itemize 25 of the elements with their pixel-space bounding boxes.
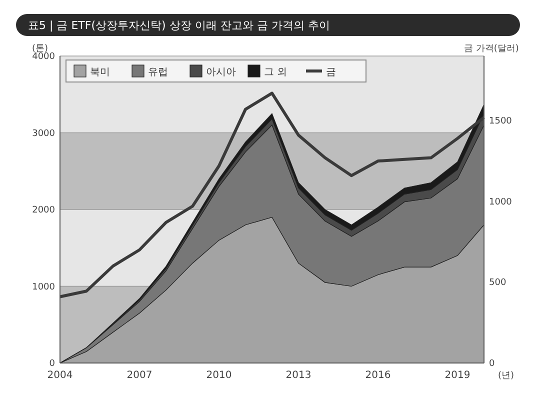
- y2-tick-label: 1500: [489, 116, 512, 127]
- x-axis-title: (년): [498, 371, 514, 381]
- line-series: [58, 92, 486, 298]
- legend-label: 아시아: [206, 67, 236, 78]
- y-tick-label: 0: [49, 359, 56, 369]
- x-tick-label: 2010: [206, 370, 232, 381]
- x-tick-label: 2019: [444, 370, 470, 381]
- y2-axis-title: 금 가격(달러): [464, 44, 519, 54]
- y-axis-title: (톤): [32, 44, 48, 54]
- legend-label: 금: [326, 67, 336, 78]
- y2-tick-label: 0: [489, 359, 495, 369]
- x-tick-label: 2004: [47, 370, 73, 381]
- y2-tick-label: 1000: [489, 197, 512, 208]
- legend-label: 북미: [90, 67, 110, 78]
- y-tick-label: 4000: [32, 52, 56, 62]
- y2-tick-label: 500: [489, 278, 506, 288]
- chart-title: 표5 | 금 ETF(상장투자신탁) 상장 이래 잔고와 금 가격의 추이: [28, 19, 330, 32]
- x-tick-label: 2007: [126, 370, 152, 381]
- legend-label: 그 외: [264, 67, 288, 78]
- x-tick-label: 2016: [365, 370, 391, 381]
- legend-label: 유럽: [148, 67, 168, 78]
- y-tick-label: 2000: [32, 206, 56, 216]
- y-tick-label: 1000: [32, 282, 56, 292]
- x-tick-label: 2013: [286, 370, 312, 381]
- y-tick-label: 3000: [32, 128, 56, 139]
